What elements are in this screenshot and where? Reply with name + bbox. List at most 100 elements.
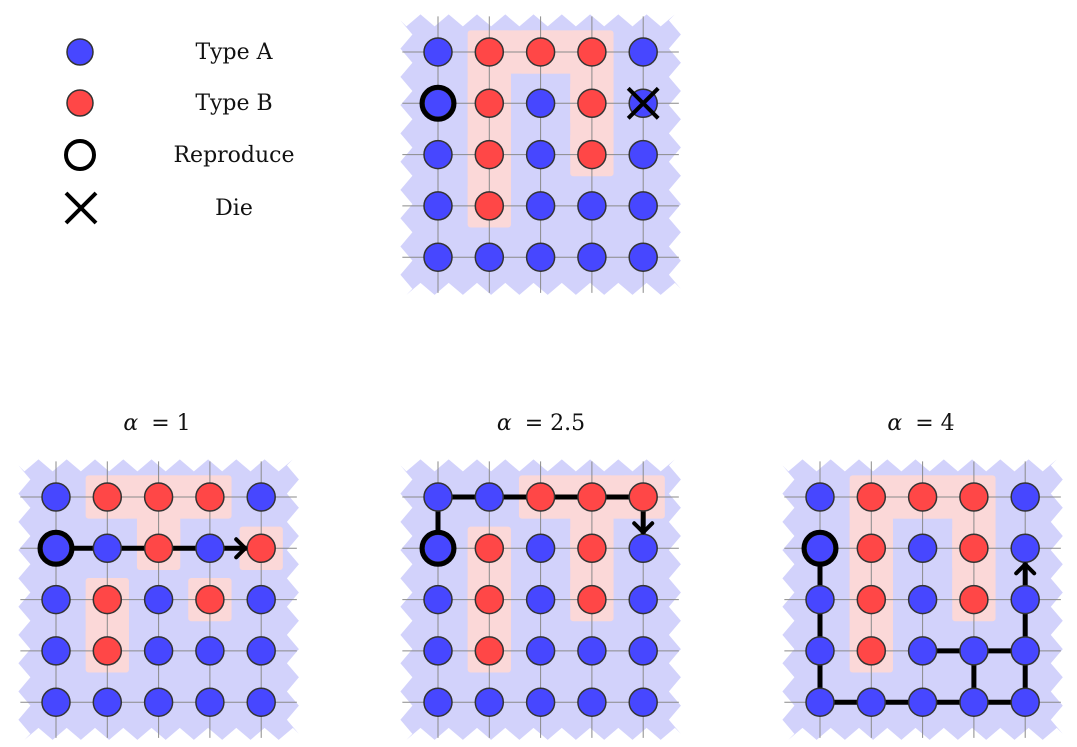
type-a-node (92, 687, 123, 717)
die-cross-icon (64, 191, 98, 225)
type-a-node (525, 584, 556, 615)
type-a-node (628, 191, 658, 221)
type-a-node (805, 636, 835, 666)
panel-alpha-4-title: α = 4 (887, 411, 954, 436)
type-a-node (423, 482, 453, 512)
panel-initial (400, 14, 681, 295)
type-a-node (246, 636, 276, 666)
type-a-node (246, 584, 276, 615)
type-b-node (474, 636, 505, 666)
type-a-node (474, 242, 505, 272)
type-b-node (907, 482, 938, 512)
type-a-node (805, 482, 835, 512)
type-a-node (525, 191, 556, 221)
svg-text:α = 2.5: α = 2.5 (497, 411, 585, 436)
type-a-node (525, 636, 556, 666)
type-b-node (577, 584, 607, 615)
panel-alpha-1-title: α = 1 (123, 411, 190, 436)
type-a-node (195, 533, 225, 564)
type-a-swatch-icon (66, 38, 94, 66)
title-alpha-1-value: = 1 (151, 411, 190, 436)
type-a-node (577, 242, 607, 272)
arrow-head-icon (234, 537, 248, 560)
svg-text:α = 1: α = 1 (123, 411, 190, 436)
type-b-node (856, 636, 887, 666)
svg-text:α = 4: α = 4 (887, 411, 954, 436)
type-a-node (423, 191, 453, 221)
title-alpha-2.5-value: = 2.5 (525, 411, 585, 436)
type-b-node (474, 191, 505, 221)
type-b-node (92, 636, 123, 666)
type-a-node (423, 139, 453, 170)
die-cross-icon (626, 86, 660, 120)
type-b-node (525, 482, 556, 512)
type-a-node (41, 584, 71, 615)
type-a-node (805, 687, 835, 717)
title-alpha-4-value: = 4 (915, 411, 954, 436)
type-a-node (628, 533, 658, 564)
type-a-node (41, 636, 71, 666)
type-b-node (577, 139, 607, 170)
type-a-node (1010, 584, 1040, 615)
type-a-node (628, 139, 658, 170)
type-a-node (907, 687, 938, 717)
type-a-node (907, 533, 938, 564)
type-b-node (474, 584, 505, 615)
type-a-node (959, 687, 989, 717)
type-a-node (92, 533, 123, 564)
type-b-node (628, 482, 658, 512)
type-a-node (577, 636, 607, 666)
type-b-node (92, 482, 123, 512)
type-a-node (628, 37, 658, 67)
type-a-node (1010, 687, 1040, 717)
type-b-node (856, 482, 887, 512)
type-a-node (805, 584, 835, 615)
type-b-node (577, 37, 607, 67)
type-a-node (195, 687, 225, 717)
type-b-node (959, 584, 989, 615)
reproduce-ring-icon (419, 529, 457, 567)
type-b-node (474, 37, 505, 67)
type-a-node (577, 191, 607, 221)
type-a-node (907, 584, 938, 615)
type-b-node (577, 533, 607, 564)
type-b-node (959, 482, 989, 512)
type-b-node (959, 533, 989, 564)
legend-label-type-a: Type A (195, 40, 273, 65)
die-cross-stroke (626, 86, 660, 120)
type-a-node (246, 687, 276, 717)
type-a-node (246, 482, 276, 512)
type-b-node (92, 584, 123, 615)
legend: Type A Type B Reproduce Die (64, 38, 295, 225)
legend-item-type-a: Type A (66, 38, 274, 66)
type-a-node (628, 242, 658, 272)
type-a-node (1010, 533, 1040, 564)
type-b-node (474, 139, 505, 170)
panel-alpha-1 (18, 459, 299, 740)
type-b-node (474, 533, 505, 564)
arrow-head-icon (632, 521, 655, 535)
panel-alpha-4 (782, 459, 1063, 740)
type-a-node (525, 139, 556, 170)
type-a-node (41, 482, 71, 512)
legend-item-reproduce: Reproduce (64, 139, 295, 171)
type-a-node (143, 584, 174, 615)
type-a-node (628, 687, 658, 717)
type-b-node (246, 533, 276, 564)
type-a-node (195, 636, 225, 666)
arrow-head-icon (1014, 562, 1037, 576)
type-b-node (577, 482, 607, 512)
type-a-node (423, 37, 453, 67)
type-a-node (474, 482, 505, 512)
panel-alpha-2.5-title: α = 2.5 (497, 411, 585, 436)
type-a-node (959, 636, 989, 666)
legend-item-type-b: Type B (66, 89, 273, 117)
type-a-node (423, 687, 453, 717)
panel-alpha-2.5 (400, 459, 681, 740)
type-a-node (143, 687, 174, 717)
type-a-node (525, 533, 556, 564)
type-a-node (143, 636, 174, 666)
type-a-node (525, 687, 556, 717)
title-alpha-2.5-symbol: α (497, 411, 512, 436)
